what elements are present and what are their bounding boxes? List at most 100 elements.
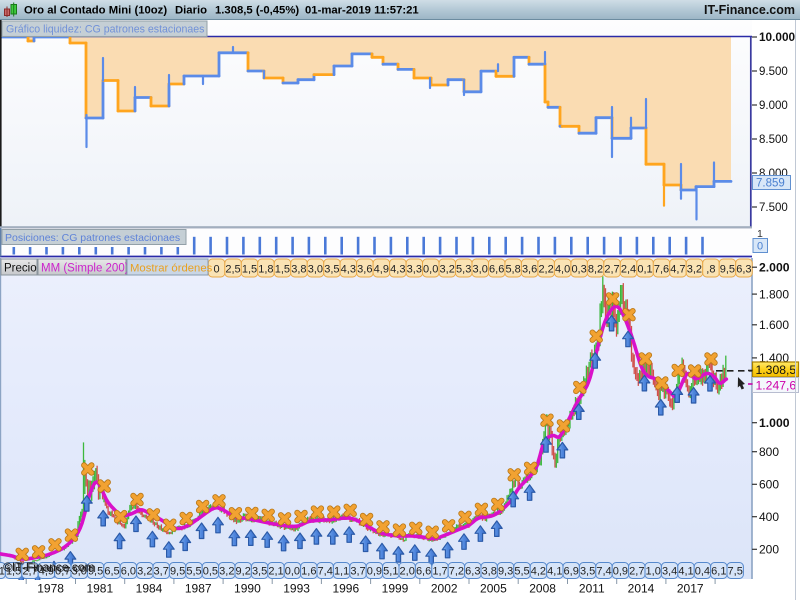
svg-text:0,3: 0,3 <box>571 264 586 276</box>
svg-text:2,7: 2,7 <box>629 566 644 578</box>
svg-text:2005: 2005 <box>480 582 507 596</box>
svg-text:3,2: 3,2 <box>687 264 702 276</box>
svg-text:0,5: 0,5 <box>203 566 218 578</box>
svg-text:2014: 2014 <box>628 582 655 596</box>
svg-text:400: 400 <box>759 510 779 524</box>
svg-text:5,5: 5,5 <box>186 566 201 578</box>
svg-text:1,8: 1,8 <box>258 264 273 276</box>
svg-text:3,5: 3,5 <box>580 566 595 578</box>
svg-text:1,5: 1,5 <box>242 264 257 276</box>
svg-text:10.000: 10.000 <box>759 30 796 44</box>
svg-text:6,0: 6,0 <box>121 566 136 578</box>
svg-text:7,2: 7,2 <box>449 566 464 578</box>
svg-text:4,1: 4,1 <box>547 566 562 578</box>
svg-text:4,9: 4,9 <box>39 566 54 578</box>
svg-text:2,4: 2,4 <box>621 264 636 276</box>
svg-text:3,5: 3,5 <box>324 264 339 276</box>
svg-text:2.000: 2.000 <box>759 260 790 274</box>
svg-text:1.000: 1.000 <box>759 416 790 430</box>
svg-text:1981: 1981 <box>86 582 113 596</box>
svg-text:Diario: Diario <box>175 5 207 17</box>
svg-text:6,3: 6,3 <box>736 264 751 276</box>
svg-text:6,9: 6,9 <box>564 566 579 578</box>
svg-text:4,2: 4,2 <box>531 566 546 578</box>
svg-text:IT-Finance.com: IT-Finance.com <box>704 3 795 17</box>
svg-text:200: 200 <box>759 543 779 557</box>
svg-text:1,7: 1,7 <box>432 566 447 578</box>
svg-text:1984: 1984 <box>136 582 163 596</box>
svg-text:2,0: 2,0 <box>400 566 415 578</box>
svg-text:800: 800 <box>759 445 779 459</box>
svg-text:3,4: 3,4 <box>662 566 677 578</box>
svg-text:9,5: 9,5 <box>170 566 185 578</box>
svg-text:1.247,6: 1.247,6 <box>756 379 797 393</box>
svg-text:1,1: 1,1 <box>334 566 349 578</box>
svg-text:4,3: 4,3 <box>390 264 405 276</box>
svg-text:3,6: 3,6 <box>522 264 537 276</box>
svg-text:1,5: 1,5 <box>275 264 290 276</box>
svg-text:3,6: 3,6 <box>357 264 372 276</box>
svg-text:6,6: 6,6 <box>416 566 431 578</box>
svg-text:9.000: 9.000 <box>759 100 788 112</box>
svg-text:5,3: 5,3 <box>456 264 471 276</box>
svg-text:1.308,5: 1.308,5 <box>756 363 797 377</box>
svg-text:3,3: 3,3 <box>407 264 422 276</box>
svg-text:3,2: 3,2 <box>219 566 234 578</box>
svg-text:3,2: 3,2 <box>440 264 455 276</box>
svg-text:4,3: 4,3 <box>341 264 356 276</box>
svg-text:Oro al Contado Mini (10oz): Oro al Contado Mini (10oz) <box>24 5 167 17</box>
svg-text:5,1: 5,1 <box>383 566 398 578</box>
svg-text:2002: 2002 <box>431 582 458 596</box>
svg-text:1,6: 1,6 <box>301 566 316 578</box>
svg-text:1: 1 <box>757 228 763 240</box>
svg-text:1.800: 1.800 <box>759 287 789 301</box>
svg-text:7,5: 7,5 <box>728 566 743 578</box>
svg-text:0: 0 <box>213 264 219 276</box>
svg-text:0,9: 0,9 <box>367 566 382 578</box>
svg-text:9,3: 9,3 <box>498 566 513 578</box>
svg-text:4,9: 4,9 <box>374 264 389 276</box>
svg-text:0,1: 0,1 <box>637 264 652 276</box>
svg-text:3,7: 3,7 <box>350 566 365 578</box>
svg-text:0,9: 0,9 <box>613 566 628 578</box>
svg-text:0: 0 <box>757 241 763 253</box>
svg-text:©IT-Finance.com: ©IT-Finance.com <box>3 560 95 574</box>
svg-text:1,5: 1,5 <box>6 566 21 578</box>
svg-text:8,2: 8,2 <box>588 264 603 276</box>
svg-text:6,1: 6,1 <box>711 566 726 578</box>
svg-text:9,2: 9,2 <box>236 566 251 578</box>
svg-text:3,0: 3,0 <box>473 264 488 276</box>
svg-text:3,2: 3,2 <box>137 566 152 578</box>
svg-text:MM (Simple 200): MM (Simple 200) <box>41 263 129 275</box>
svg-text:Mostrar órdenes: Mostrar órdenes <box>130 263 213 275</box>
svg-text:01-mar-2019 11:57:21: 01-mar-2019 11:57:21 <box>305 5 419 17</box>
svg-text:1.600: 1.600 <box>759 318 789 332</box>
svg-text:1996: 1996 <box>332 582 359 596</box>
svg-text:1987: 1987 <box>185 582 212 596</box>
svg-text:4,7: 4,7 <box>670 264 685 276</box>
svg-text:5,5: 5,5 <box>514 566 529 578</box>
svg-text:3,0: 3,0 <box>72 566 87 578</box>
svg-text:Posiciones: CG patrones estaci: Posiciones: CG patrones estacionaes <box>5 232 180 244</box>
svg-text:2,2: 2,2 <box>538 264 553 276</box>
svg-text:2,7: 2,7 <box>604 264 619 276</box>
svg-text:600: 600 <box>759 478 779 492</box>
svg-text:2,5: 2,5 <box>225 264 240 276</box>
svg-text:2,1: 2,1 <box>268 566 283 578</box>
svg-text:9,5: 9,5 <box>88 566 103 578</box>
svg-text:1.308,5 (-0,45%): 1.308,5 (-0,45%) <box>215 5 299 17</box>
svg-text:0,0: 0,0 <box>285 566 300 578</box>
svg-text:7.500: 7.500 <box>759 202 788 214</box>
svg-text:7,6: 7,6 <box>654 264 669 276</box>
svg-text:8.500: 8.500 <box>759 134 788 146</box>
svg-text:5,8: 5,8 <box>505 264 520 276</box>
svg-text:©IT-Finance.com: ©IT-Finance.com <box>4 561 96 575</box>
svg-text:9,5: 9,5 <box>720 264 735 276</box>
svg-text:4,1: 4,1 <box>678 566 693 578</box>
svg-text:2008: 2008 <box>529 582 556 596</box>
svg-text:2017: 2017 <box>677 582 704 596</box>
svg-text:6,6: 6,6 <box>489 264 504 276</box>
svg-text:,8: ,8 <box>706 264 715 276</box>
svg-text:1993: 1993 <box>283 582 310 596</box>
svg-text:3,0: 3,0 <box>308 264 323 276</box>
